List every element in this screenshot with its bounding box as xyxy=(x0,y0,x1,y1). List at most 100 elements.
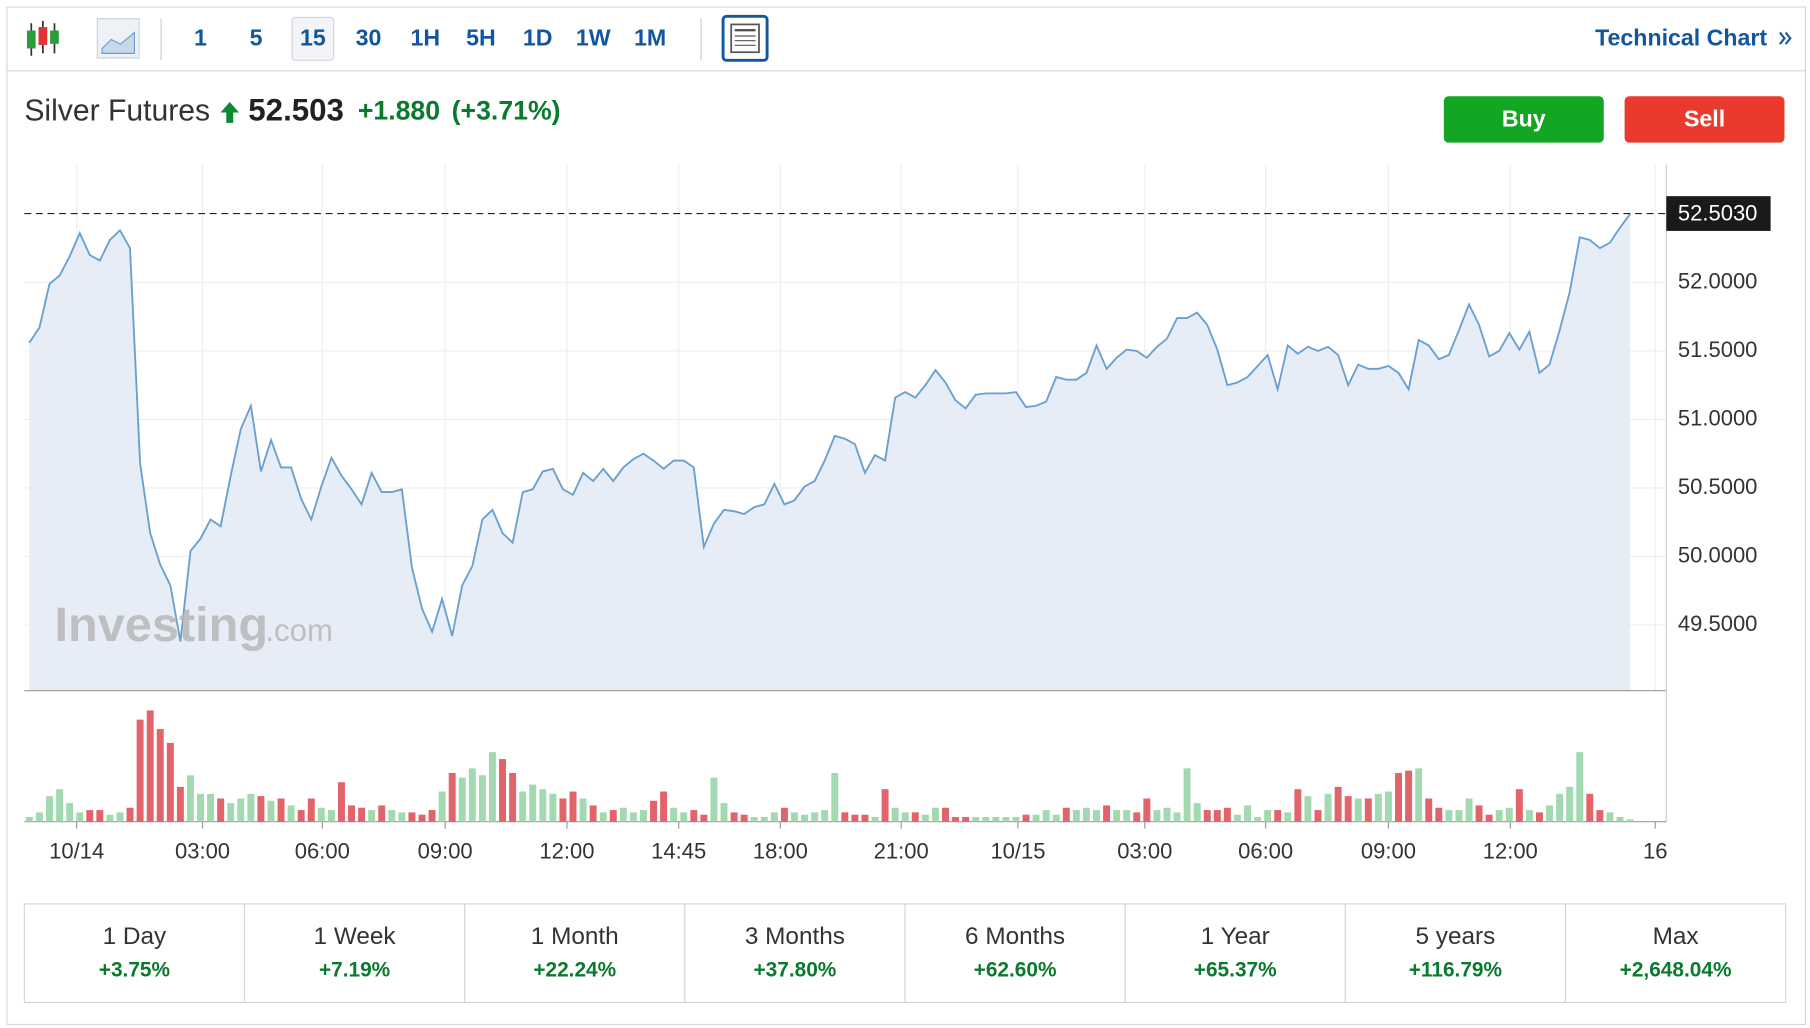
interval[interactable]: 15 xyxy=(300,25,326,51)
x-tick-label: 14:45 xyxy=(651,839,706,864)
change: +1.880 xyxy=(358,96,440,126)
volume-bar xyxy=(1374,793,1382,822)
volume-bar xyxy=(881,789,889,822)
period-label[interactable]: 1 Month xyxy=(531,923,619,950)
volume-bar xyxy=(1405,770,1413,822)
change-pct: (+3.71%) xyxy=(452,96,561,126)
volume-bar xyxy=(1596,810,1604,822)
volume-bar xyxy=(1052,814,1060,822)
volume-bar xyxy=(549,793,557,822)
volume-bar xyxy=(730,812,738,822)
period-cell[interactable] xyxy=(904,903,1126,1004)
period-cell[interactable] xyxy=(684,903,906,1004)
candle-icon[interactable] xyxy=(26,20,59,56)
volume-bar xyxy=(267,800,275,822)
volume-bar xyxy=(639,810,647,822)
volume-bar xyxy=(629,812,637,822)
period-change: +22.24% xyxy=(533,959,616,982)
period-cell[interactable] xyxy=(243,903,466,1004)
buy-button[interactable]: Buy xyxy=(1443,96,1604,143)
volume-bar xyxy=(619,807,627,822)
interval-group: 1 5 15 30 1H 5H 1D 1W 1M xyxy=(194,16,666,61)
volume-bar xyxy=(1062,807,1070,822)
volume-bar xyxy=(1133,812,1141,822)
area-icon[interactable] xyxy=(96,18,140,59)
period-cell[interactable] xyxy=(23,903,246,1004)
volume-bar xyxy=(1002,817,1010,822)
buy-label[interactable]: Buy xyxy=(1502,106,1546,132)
period-cell[interactable] xyxy=(464,903,686,1004)
volume-bar xyxy=(1354,798,1362,822)
volume-bar xyxy=(1606,812,1614,822)
sell-button[interactable]: Sell xyxy=(1624,96,1785,143)
volume-bar xyxy=(1626,819,1634,822)
period-table: 1 Day +3.75% 1 Week +7.19% 1 Month +22.24% 3 M… xyxy=(23,903,1787,1004)
plot: 49.5000 50.0000 50.5000 51.0000 51.5000 52.00… xyxy=(24,164,1771,864)
watermark: Investing .com xyxy=(54,598,333,652)
volume-bar xyxy=(589,805,597,822)
period-label[interactable]: 6 Months xyxy=(965,923,1065,950)
volume-bar xyxy=(831,772,839,822)
interval[interactable]: 1H xyxy=(410,25,440,51)
volume-bar xyxy=(1495,810,1503,822)
interval[interactable]: 1M xyxy=(634,25,666,51)
x-tick-label: 16 xyxy=(1643,839,1667,864)
x-tick-label: 12:00 xyxy=(1483,839,1538,864)
price: 52.503 xyxy=(248,93,344,128)
volume-bar xyxy=(66,803,74,822)
x-tick-label: 09:00 xyxy=(418,839,473,864)
x-tick-label: 18:00 xyxy=(753,839,808,864)
volume-bar xyxy=(1344,796,1352,822)
volume-bar xyxy=(1576,752,1584,822)
volume-bar xyxy=(791,812,798,822)
volume-bar xyxy=(1586,793,1594,822)
volume-bar xyxy=(1465,798,1473,822)
sell-label[interactable]: Sell xyxy=(1684,106,1725,132)
volume-bar xyxy=(1314,810,1322,822)
volume-bar xyxy=(1475,805,1483,822)
technical-chart-link[interactable]: Technical Chart xyxy=(1595,25,1792,51)
volume-bar xyxy=(1032,814,1040,822)
period-cell[interactable] xyxy=(1344,903,1567,1004)
interval[interactable]: 5H xyxy=(466,25,496,51)
volume-bar xyxy=(35,812,43,822)
x-tick-label: 03:00 xyxy=(175,839,230,864)
period-cell[interactable] xyxy=(1124,903,1346,1004)
layout-icon[interactable] xyxy=(721,14,769,62)
period-label[interactable]: 3 Months xyxy=(745,923,845,950)
period-label[interactable]: 1 Day xyxy=(103,923,167,950)
volume-bar xyxy=(146,710,154,822)
volume-bar xyxy=(811,812,819,822)
interval[interactable]: 5 xyxy=(250,25,263,51)
x-tick-label: 06:00 xyxy=(1238,839,1293,864)
volume-bar xyxy=(1123,810,1131,822)
period-label[interactable]: 5 years xyxy=(1416,923,1496,950)
volume-bar xyxy=(388,810,396,822)
interval[interactable]: 30 xyxy=(356,25,382,51)
period-cell[interactable] xyxy=(1564,903,1787,1004)
period-label[interactable]: 1 Week xyxy=(314,923,397,950)
volume-bar xyxy=(1213,810,1221,822)
volume-bar xyxy=(1294,789,1302,822)
volume-bar xyxy=(720,803,728,822)
volume-bar xyxy=(992,817,1000,822)
interval[interactable]: 1 xyxy=(194,25,207,51)
volume-bar xyxy=(559,798,567,822)
volume-bar xyxy=(801,814,809,822)
period-label[interactable]: 1 Year xyxy=(1201,923,1270,950)
x-tick-label: 03:00 xyxy=(1117,839,1172,864)
y-tick-label: 50.5000 xyxy=(1678,474,1758,499)
volume-bar xyxy=(891,807,899,822)
volume-bar xyxy=(1435,807,1443,822)
x-tick-label: 21:00 xyxy=(874,839,929,864)
period-label[interactable]: Max xyxy=(1653,923,1699,950)
volume-bar xyxy=(307,798,315,822)
volume-bar xyxy=(136,719,144,822)
link-text[interactable]: Technical Chart xyxy=(1595,25,1767,51)
volume-bar xyxy=(861,814,869,822)
period-change: +3.75% xyxy=(99,959,170,982)
interval[interactable]: 1W xyxy=(576,25,611,51)
volume-bar xyxy=(609,810,617,822)
interval[interactable]: 1D xyxy=(523,25,553,51)
y-tick-label: 51.5000 xyxy=(1678,337,1758,362)
